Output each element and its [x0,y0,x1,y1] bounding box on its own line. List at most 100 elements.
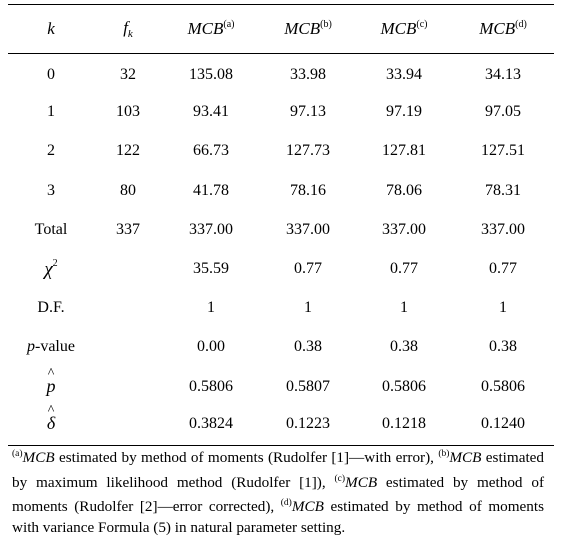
table-cell: 1 [47,103,55,121]
header-mcb-a: MCB(a) [162,4,260,54]
table-cell: 337.00 [189,220,233,238]
table-cell: 2 [47,142,55,160]
table-cell: 0.77 [294,260,322,278]
table-cell: 78.31 [485,181,521,199]
table-cell: 337.00 [286,220,330,238]
table-cell: 0.00 [197,338,225,356]
header-mcb-d-text: MCB [479,19,516,38]
table-cell: 0.1223 [260,406,356,446]
table-row-chi-square: χ2 35.59 0.77 0.77 0.77 [8,249,554,288]
table-cell: 122 [116,142,140,160]
table-cell: 80 [120,181,136,199]
table-cell: 33.98 [290,66,326,84]
table-cell: 0.77 [390,260,418,278]
table-cell: 93.41 [193,103,229,121]
table-cell: 1 [400,299,408,317]
table-cell-empty [94,289,162,328]
table-cell: 97.13 [290,103,326,121]
note-d-mcb: MCB [291,498,324,515]
table-cell: 0.5806 [189,377,233,395]
table-cell: 0.38 [390,338,418,356]
table-cell: 1 [207,299,215,317]
results-table: k fk MCB(a) MCB(b) MCB(c) MCB(d) 0 32 13… [8,4,554,446]
deltahat-symbol: δ [47,413,55,434]
table-cell: 0.38 [489,338,517,356]
deltahat-label: δ [8,406,94,446]
table-row-total: Total 337 337.00 337.00 337.00 337.00 [8,210,554,249]
note-b-mcb: MCB [449,449,482,466]
pvalue-p: p [27,338,35,356]
table-footnotes: (a)MCB estimated by method of moments (R… [12,444,544,538]
table-cell: 34.13 [485,66,521,84]
table-cell: 0.38 [294,338,322,356]
header-mcb-a-text: MCB [187,19,224,38]
table-cell: 78.16 [290,181,326,199]
header-mcb-c-text: MCB [380,19,417,38]
phat-label: p [8,367,94,406]
table-row: 1 103 93.41 97.13 97.19 97.05 [8,93,554,132]
header-mcb-c: MCB(c) [356,4,452,54]
table-cell-empty [94,249,162,288]
table-cell: 41.78 [193,181,229,199]
table-cell: 35.59 [193,260,229,278]
table-cell-empty [94,406,162,446]
table-cell: 97.05 [485,103,521,121]
note-c-text: estimated by method of moments (Rudolfer… [12,473,545,516]
table-cell: 1 [499,299,507,317]
header-f-subscript: k [127,28,133,40]
note-d-text: estimated by method of moments with vari… [12,498,544,536]
note-c-marker: (c) [334,473,346,484]
table-cell: Total [34,220,68,238]
table-row-df: D.F. 1 1 1 1 [8,289,554,328]
note-d-marker: (d) [280,498,292,508]
note-b-marker: (b) [438,449,450,459]
note-b-text: estimated by maximum likelihood method (… [12,449,544,491]
phat-symbol: p [47,376,56,397]
pvalue-rest: -value [35,338,75,356]
table-cell: 0.77 [489,260,517,278]
table-row-pvalue: p-value 0.00 0.38 0.38 0.38 [8,328,554,367]
header-mcb-a-sup: (a) [223,19,235,30]
table-cell: 337 [116,220,140,238]
df-label: D.F. [37,299,65,317]
header-mcb-b-text: MCB [284,19,321,38]
table-cell: 0.1218 [356,406,452,446]
header-k: k [8,4,94,54]
table-cell: 127.51 [481,142,525,160]
header-f-text: f [123,18,128,37]
pvalue-label: p-value [8,328,94,367]
table-cell: 0 [47,66,55,84]
header-fk: fk [94,4,162,54]
chi-square-label: χ2 [8,249,94,288]
table-cell-empty [94,328,162,367]
table-cell: 0.1240 [452,406,554,446]
table-row: 0 32 135.08 33.98 33.94 34.13 [8,54,554,93]
table-cell: 78.06 [386,181,422,199]
header-k-text: k [47,19,55,38]
results-table-container: k fk MCB(a) MCB(b) MCB(c) MCB(d) 0 32 13… [8,4,554,446]
table-cell: 3 [47,181,55,199]
header-mcb-d: MCB(d) [452,4,554,54]
header-mcb-d-sup: (d) [515,19,527,30]
header-mcb-b-sup: (b) [320,19,332,30]
note-a-text: estimated by method of moments (Rudolfer… [54,449,439,466]
table-cell: 103 [116,103,140,121]
chi-symbol: χ [44,258,53,280]
note-c-mcb: MCB [345,473,378,491]
note-a-marker: (a) [12,449,23,459]
table-cell: 337.00 [481,220,525,238]
table-cell: 127.81 [382,142,426,160]
table-cell: 127.73 [286,142,330,160]
table-cell-empty [94,367,162,406]
chi-sup: 2 [52,257,58,269]
table-row-phat: p 0.5806 0.5807 0.5806 0.5806 [8,367,554,406]
note-a-mcb: MCB [22,449,55,466]
table-cell: 1 [304,299,312,317]
header-mcb-b: MCB(b) [260,4,356,54]
table-cell: 0.5806 [382,377,426,395]
table-cell: 32 [120,66,136,84]
table-cell: 337.00 [382,220,426,238]
table-row: 3 80 41.78 78.16 78.06 78.31 [8,171,554,210]
table-cell: 135.08 [189,66,233,84]
table-cell: 0.3824 [162,406,260,446]
